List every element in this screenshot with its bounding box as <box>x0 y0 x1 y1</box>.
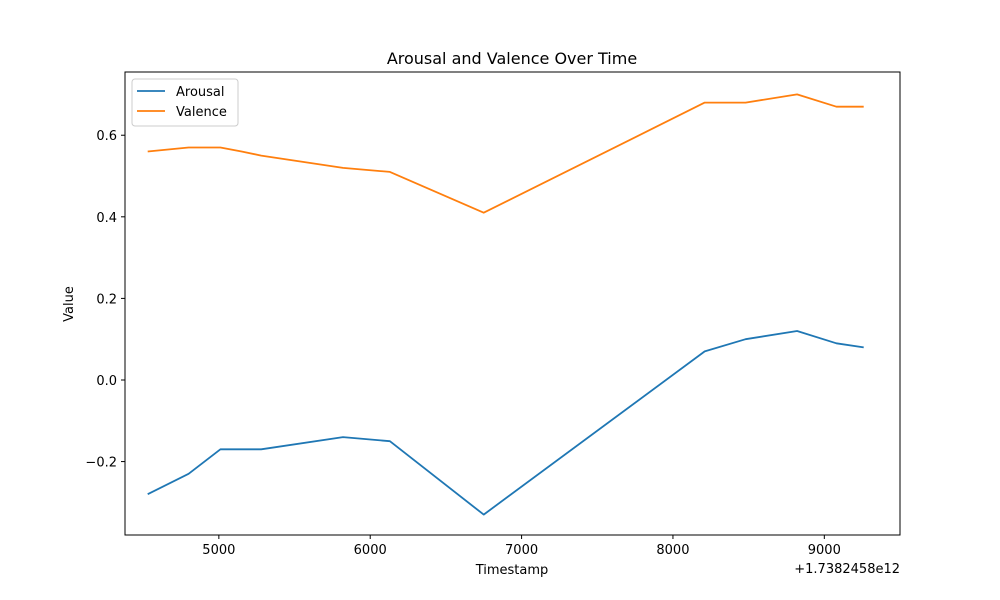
series-line-arousal <box>147 330 864 516</box>
y-tick-label: 0.0 <box>96 374 117 389</box>
series-layer <box>147 93 864 516</box>
y-tick-label: 0.4 <box>96 211 117 226</box>
y-axis-ticks: −0.2 0.0 0.2 0.4 0.6 <box>85 129 125 471</box>
legend-label-arousal: Arousal <box>176 85 225 100</box>
y-tick-label: 0.6 <box>96 129 117 144</box>
x-axis-label: Timestamp <box>475 563 549 578</box>
chart-title: Arousal and Valence Over Time <box>387 49 637 68</box>
x-tick-label: 9000 <box>808 543 841 558</box>
y-tick-label: 0.2 <box>96 292 117 307</box>
series-line-valence <box>147 93 864 214</box>
axes-frame <box>124 71 901 536</box>
y-tick-label: −0.2 <box>85 456 117 471</box>
x-axis-ticks: 5000 6000 7000 8000 9000 <box>202 535 841 558</box>
y-axis-label: Value <box>62 286 77 322</box>
x-axis-offset-label: +1.7382458e12 <box>794 562 900 577</box>
x-tick-label: 5000 <box>202 543 235 558</box>
x-tick-label: 7000 <box>505 543 538 558</box>
x-tick-label: 6000 <box>354 543 387 558</box>
plot-area <box>124 71 901 536</box>
x-tick-label: 8000 <box>656 543 689 558</box>
legend-label-valence: Valence <box>176 105 227 120</box>
legend: Arousal Valence <box>131 78 239 127</box>
